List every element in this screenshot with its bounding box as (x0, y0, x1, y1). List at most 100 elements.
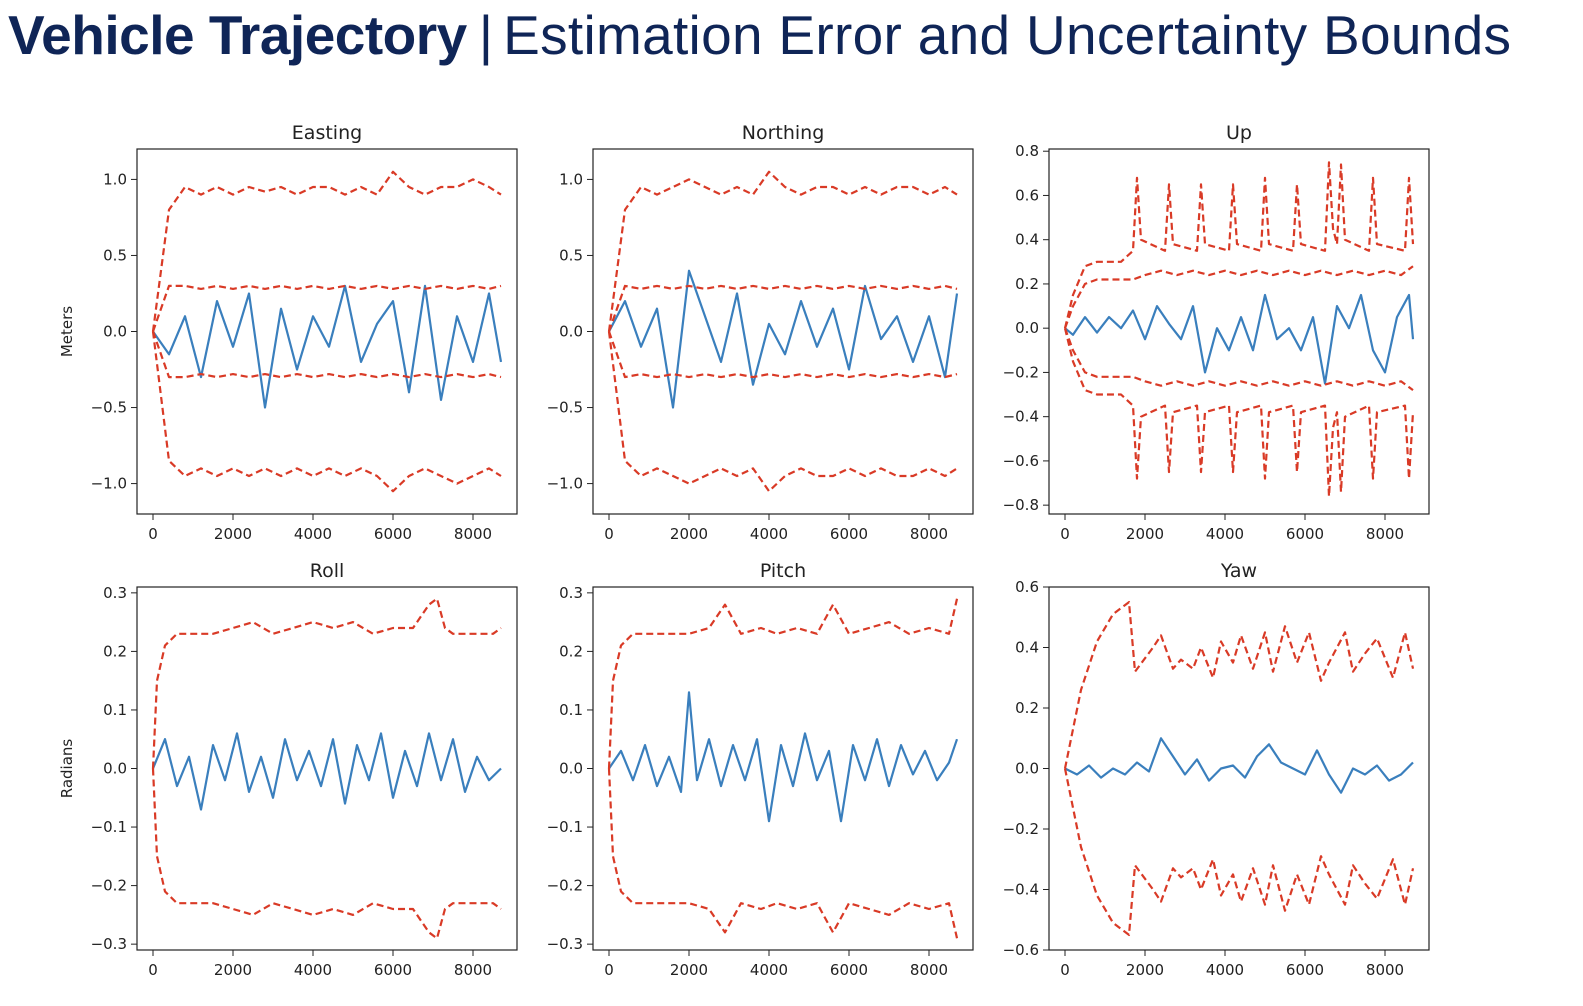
easting-bound-line-2 (151, 284, 502, 332)
roll-xtick-label: 4000 (294, 961, 332, 979)
yaw-ytick-label: 0.2 (1015, 699, 1039, 717)
yaw-xtick-label: 0 (1060, 961, 1070, 979)
roll-ytick-label: 0.1 (103, 701, 127, 719)
yaw-xtick-label: 2000 (1126, 961, 1164, 979)
northing-axes-frame (592, 148, 974, 515)
northing-xtick-label: 2000 (670, 525, 708, 543)
up-axes-frame (1048, 148, 1430, 515)
easting-xtick-label: 6000 (374, 525, 412, 543)
up-bound-line-2 (1063, 265, 1414, 329)
northing-error-line-0 (608, 269, 959, 409)
pitch-xtick-label: 0 (604, 961, 614, 979)
yaw-xtick-label: 6000 (1286, 961, 1324, 979)
up-ytick-label: −0.6 (1003, 452, 1039, 470)
roll-bound-line-2 (151, 768, 502, 940)
pitch-error-line-0 (608, 691, 959, 823)
easting-xtick-label: 4000 (294, 525, 332, 543)
northing-xtick-label: 0 (604, 525, 614, 543)
pitch-ytick-label: −0.1 (547, 818, 583, 836)
roll-panel-title: Roll (310, 560, 345, 582)
yaw-ytick-label: 0.6 (1015, 578, 1039, 596)
up-xtick-label: 0 (1060, 525, 1070, 543)
pitch-xtick-label: 6000 (830, 961, 868, 979)
roll-ytick-label: 0.3 (103, 584, 127, 602)
northing-ytick-label: 1.0 (559, 170, 583, 188)
easting-ylabel: Meters (58, 306, 76, 357)
roll-ytick-label: 0.0 (103, 760, 127, 778)
easting-xtick-label: 0 (148, 525, 158, 543)
roll-ytick-label: −0.3 (91, 935, 127, 953)
pitch-ytick-label: −0.2 (547, 877, 583, 895)
pitch-xtick-label: 2000 (670, 961, 708, 979)
up-ytick-label: 0.0 (1015, 319, 1039, 337)
roll-ylabel: Radians (58, 739, 76, 799)
easting-bound-line-4 (151, 331, 502, 493)
northing-bound-line-2 (607, 284, 958, 332)
roll-panel: Roll 0 2000 4000 6000 8000 0.3 0.2 0.1 0.0 −0.1 −0.… (58, 560, 518, 979)
yaw-bound-line-1 (1063, 601, 1415, 769)
easting-panel: Easting 0 2000 4000 6000 8000 1.0 0.5 0.0 −0.5 −1.… (58, 122, 518, 543)
pitch-bound-line-2 (607, 768, 959, 939)
up-ytick-label: −0.8 (1003, 496, 1039, 514)
northing-ytick-label: 0.5 (559, 246, 583, 264)
yaw-xtick-label: 4000 (1206, 961, 1244, 979)
roll-xtick-label: 6000 (374, 961, 412, 979)
easting-bound-line-1 (151, 170, 502, 332)
up-ytick-label: −0.4 (1003, 408, 1039, 426)
easting-xtick-label: 8000 (454, 525, 492, 543)
northing-ytick-label: 0.0 (559, 323, 583, 341)
northing-panel-title: Northing (742, 122, 825, 144)
pitch-ytick-label: 0.2 (559, 642, 583, 660)
yaw-ytick-label: 0.0 (1015, 760, 1039, 778)
roll-bound-line-1 (151, 597, 502, 769)
up-ytick-label: 0.2 (1015, 275, 1039, 293)
up-ytick-label: 0.4 (1015, 231, 1039, 249)
easting-ytick-label: −0.5 (91, 399, 127, 417)
yaw-ytick-label: 0.4 (1015, 639, 1039, 657)
pitch-panel: Pitch 0 2000 4000 6000 8000 0.3 0.2 0.1 0.0 −0.1 −0… (547, 560, 974, 979)
easting-xtick-label: 2000 (214, 525, 252, 543)
yaw-bound-line-2 (1063, 768, 1415, 936)
northing-xtick-label: 4000 (750, 525, 788, 543)
roll-error-line-0 (151, 732, 502, 811)
roll-ytick-label: 0.2 (103, 642, 127, 660)
pitch-ytick-label: 0.1 (559, 701, 583, 719)
northing-ytick-label: −0.5 (547, 399, 583, 417)
pitch-ytick-label: 0.3 (559, 584, 583, 602)
up-bound-line-4 (1063, 327, 1415, 498)
roll-ytick-label: −0.1 (91, 818, 127, 836)
northing-xtick-label: 8000 (910, 525, 948, 543)
up-xtick-label: 2000 (1126, 525, 1164, 543)
northing-ytick-label: −1.0 (547, 475, 583, 493)
northing-bound-line-3 (607, 331, 958, 379)
slide-title: Vehicle Trajectory | Estimation Error and … (8, 0, 1511, 70)
northing-xtick-label: 6000 (830, 525, 868, 543)
up-error-line-0 (1064, 293, 1415, 385)
easting-bound-line-3 (151, 331, 502, 379)
yaw-ytick-label: −0.4 (1003, 881, 1039, 899)
pitch-xtick-label: 8000 (910, 961, 948, 979)
yaw-error-line-0 (1064, 737, 1414, 794)
title-rest: Estimation Error and Uncertainty Bounds (503, 4, 1512, 66)
up-bound-line-3 (1063, 327, 1414, 391)
yaw-ytick-label: −0.6 (1003, 941, 1039, 959)
up-bound-line-1 (1063, 161, 1415, 329)
easting-ytick-label: −1.0 (91, 475, 127, 493)
pitch-bound-line-1 (607, 598, 959, 769)
up-ytick-label: −0.2 (1003, 363, 1039, 381)
up-ytick-label: 0.8 (1015, 142, 1039, 160)
title-bold: Vehicle Trajectory (8, 4, 467, 66)
up-panel-title: Up (1226, 122, 1252, 144)
pitch-panel-title: Pitch (760, 560, 806, 582)
yaw-xtick-label: 8000 (1366, 961, 1404, 979)
yaw-ytick-label: −0.2 (1003, 820, 1039, 838)
pitch-xtick-label: 4000 (750, 961, 788, 979)
title-separator: | (478, 4, 494, 66)
northing-bound-line-4 (607, 331, 958, 493)
pitch-ytick-label: 0.0 (559, 760, 583, 778)
easting-ytick-label: 1.0 (103, 170, 127, 188)
northing-panel: Northing 0 2000 4000 6000 8000 1.0 0.5 0.0 −0.5 −1… (547, 122, 974, 543)
northing-bound-line-1 (607, 170, 958, 332)
easting-ytick-label: 0.0 (103, 323, 127, 341)
